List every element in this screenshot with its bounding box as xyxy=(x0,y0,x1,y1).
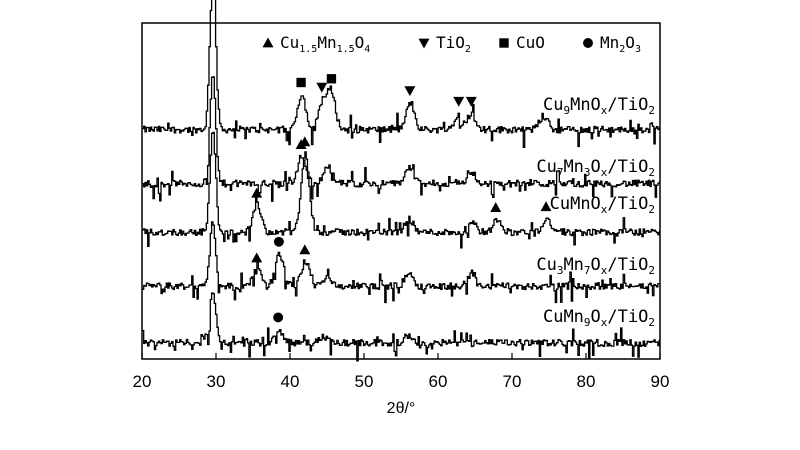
plot-frame xyxy=(141,22,661,360)
series-label: Cu3Mn7Ox/TiO2 xyxy=(536,255,655,277)
series-label: Cu7Mn3Ox/TiO2 xyxy=(536,157,655,179)
legend-label: Mn2O3 xyxy=(600,33,641,55)
marker-triangle-down xyxy=(404,86,416,97)
series-label: CuMnOx/TiO2 xyxy=(550,194,655,216)
marker-triangle-down xyxy=(453,96,465,107)
series-line xyxy=(142,131,660,249)
x-axis-ticks: 20 30 40 50 60 70 80 90 xyxy=(133,353,670,391)
x-tick-label: 90 xyxy=(651,372,670,391)
marker-circle xyxy=(273,236,284,247)
series-line xyxy=(142,221,660,304)
marker-square xyxy=(499,38,509,48)
marker-triangle-up xyxy=(262,37,274,48)
series-label: CuMn9Ox/TiO2 xyxy=(543,307,655,329)
x-tick-label: 60 xyxy=(429,372,448,391)
marker-triangle-up xyxy=(251,187,263,198)
series-CuMn9Ox/TiO2: CuMn9Ox/TiO2 xyxy=(142,292,660,362)
x-tick-label: 80 xyxy=(577,372,596,391)
marker-triangle-down xyxy=(316,82,328,93)
x-tick-label: 50 xyxy=(355,372,374,391)
x-axis-title: 2θ/° xyxy=(387,400,416,417)
marker-circle xyxy=(273,312,284,323)
marker-circle xyxy=(583,38,593,48)
marker-square xyxy=(326,74,337,84)
x-tick-label: 40 xyxy=(281,372,300,391)
marker-triangle-up xyxy=(299,136,311,147)
marker-square xyxy=(296,77,306,88)
series-line xyxy=(142,0,660,149)
series-line xyxy=(142,292,660,362)
legend-label: TiO2 xyxy=(436,33,471,55)
series-CuMnOx/TiO2: CuMnOx/TiO2 xyxy=(142,131,660,249)
marker-triangle-down xyxy=(418,38,430,49)
series-Cu7Mn3Ox/TiO2: Cu7Mn3Ox/TiO2 xyxy=(142,76,660,202)
legend-label: CuO xyxy=(516,33,545,52)
series-Cu3Mn7Ox/TiO2: Cu3Mn7Ox/TiO2 xyxy=(142,221,660,304)
marker-triangle-up xyxy=(299,244,311,255)
marker-triangle-down xyxy=(465,96,477,107)
x-tick-label: 70 xyxy=(503,372,522,391)
series-layer: Cu9MnOx/TiO2 Cu7Mn3Ox/TiO2 CuMnOx/TiO2 Cu3M… xyxy=(142,0,660,362)
legend-label: Cu1.5Mn1.5O4 xyxy=(280,33,370,55)
series-Cu9MnOx/TiO2: Cu9MnOx/TiO2 xyxy=(142,0,660,149)
marker-triangle-up xyxy=(540,201,552,212)
marker-triangle-up xyxy=(490,202,502,212)
x-tick-label: 30 xyxy=(207,372,226,391)
series-label: Cu9MnOx/TiO2 xyxy=(543,95,655,117)
x-tick-label: 20 xyxy=(133,372,152,391)
marker-triangle-up xyxy=(251,252,263,263)
legend: Cu1.5Mn1.5O4 TiO2 CuO Mn2O3 xyxy=(262,33,641,55)
series-line xyxy=(142,76,660,202)
